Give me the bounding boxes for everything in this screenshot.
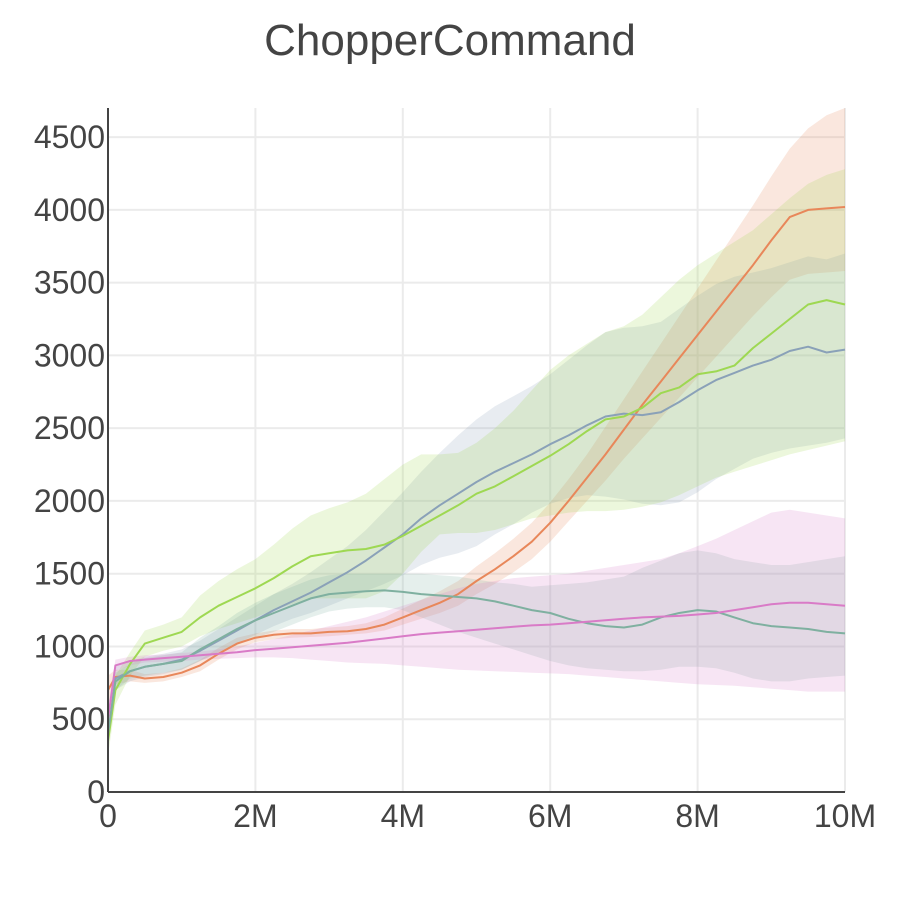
series-4-band bbox=[108, 550, 845, 746]
confidence-bands bbox=[108, 108, 845, 756]
series-3-band bbox=[108, 169, 845, 756]
y-tick-label: 2500 bbox=[34, 410, 105, 446]
y-tick-label: 3500 bbox=[34, 265, 105, 301]
y-tick-label: 4500 bbox=[34, 119, 105, 155]
series-5-line bbox=[107, 601, 846, 720]
y-tick-label: 1500 bbox=[34, 556, 105, 592]
x-tick-label: 10M bbox=[814, 798, 876, 834]
axes bbox=[107, 108, 845, 793]
y-tick-label: 2000 bbox=[34, 483, 105, 519]
tick-labels: 0 500 1000 1500 2000 2500 3000 3500 4000 4500 0 2M 4… bbox=[34, 119, 876, 834]
series-1-band bbox=[108, 108, 845, 705]
x-tick-label: 4M bbox=[381, 798, 425, 834]
x-tick-label: 2M bbox=[233, 798, 277, 834]
series-2-line bbox=[107, 345, 846, 737]
series-5-band bbox=[108, 509, 845, 731]
series-3-line bbox=[107, 299, 846, 742]
series-lines bbox=[107, 206, 846, 742]
grid-lines bbox=[108, 108, 846, 792]
x-tick-label: 6M bbox=[528, 798, 572, 834]
y-tick-label: 3000 bbox=[34, 337, 105, 373]
x-tick-label: 8M bbox=[675, 798, 719, 834]
x-tick-label: 0 bbox=[99, 798, 117, 834]
y-tick-label: 0 bbox=[87, 774, 105, 810]
y-tick-label: 4000 bbox=[34, 192, 105, 228]
chart-title: ChopperCommand bbox=[264, 16, 636, 65]
y-tick-label: 1000 bbox=[34, 628, 105, 664]
series-2-band bbox=[108, 253, 845, 749]
y-tick-label: 500 bbox=[52, 701, 105, 737]
series-1-line bbox=[107, 206, 846, 691]
